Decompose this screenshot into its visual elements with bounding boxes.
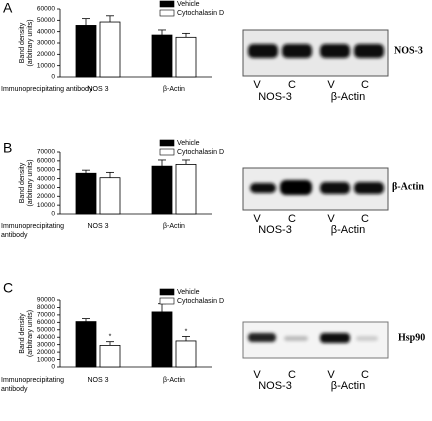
bar [75,25,97,78]
bar [99,177,121,215]
y-tick-label: 50000 [37,326,55,333]
lane-label: V [327,369,335,381]
y-tick-label: 20000 [37,349,55,356]
legend-label: Cytochalasin D [177,10,224,17]
lane-group-label: NOS-3 [258,380,292,392]
bar [99,21,121,78]
lane-label: C [361,213,369,225]
blot-protein-label: NOS-3 [394,45,423,56]
panel-label: B [3,140,12,156]
lane-group-label: NOS-3 [258,91,292,103]
y-tick-label: 40000 [37,28,55,35]
y-tick-label: 90000 [37,297,55,304]
y-tick-label: 50000 [37,166,55,173]
legend-label: Vehicle [177,289,200,296]
y-tick-label: 40000 [37,175,55,182]
y-tick-label: 0 [51,74,55,81]
bar [75,321,97,368]
bar [151,165,173,215]
y-tick-label: 70000 [37,312,55,319]
y-tick-label: 10000 [37,62,55,69]
panel-label: C [3,280,13,296]
y-tick-label: 60000 [37,6,55,13]
y-axis-label: Band density [19,313,26,354]
bar [175,36,197,78]
lane-label: C [361,79,369,91]
bar [175,163,197,215]
blot-bands [248,333,378,343]
x-tick-label: β-Actin [163,86,185,93]
x-tick-label: NOS 3 [87,377,108,384]
y-tick-label: 60000 [37,158,55,165]
lane-label: C [361,369,369,381]
y-tick-label: 0 [51,211,55,218]
x-axis-label: Immunoprecipitating antibody [1,86,93,93]
y-tick-label: 10000 [37,202,55,209]
blot-bands [248,44,384,58]
bar [75,172,97,215]
bar [151,311,173,368]
y-tick-label: 30000 [37,184,55,191]
lane-label: V [327,213,335,225]
x-axis-label: Immunoprecipitating [1,223,64,230]
y-axis-label: (arbitrary units) [27,159,34,206]
legend-label: Cytochalasin D [177,298,224,305]
y-tick-label: 30000 [37,341,55,348]
y-tick-label: 20000 [37,193,55,200]
bar [99,345,121,368]
bar [151,34,173,78]
panel-label: A [3,0,13,16]
y-tick-label: 20000 [37,51,55,58]
x-axis-label: antibody [1,232,28,239]
lane-label: V [253,213,261,225]
y-axis-label: (arbitrary units) [27,310,34,357]
lane-label: C [288,213,296,225]
blot-protein-label: β-Actin [392,181,424,192]
legend-label: Vehicle [177,1,200,8]
y-tick-label: 50000 [37,17,55,24]
x-tick-label: β-Actin [163,377,185,384]
significance-mark: * [109,334,112,341]
blot-bands [250,180,384,195]
y-tick-label: 40000 [37,334,55,341]
y-tick-label: 0 [51,364,55,371]
x-axis-label: Immunoprecipitating [1,377,64,384]
lane-group-label: β-Actin [331,380,365,392]
y-axis-label: Band density [19,22,26,63]
legend-swatch [159,148,175,156]
y-tick-label: 60000 [37,319,55,326]
x-tick-label: NOS 3 [87,86,108,93]
legend-swatch [159,297,175,305]
y-tick-label: 80000 [37,304,55,311]
significance-mark: * [185,328,188,335]
lane-group-label: β-Actin [331,224,365,236]
lane-label: V [327,79,335,91]
legend-swatch [159,288,175,296]
y-axis-label: Band density [19,162,26,203]
blot-protein-label: Hsp90 [398,332,425,343]
legend-label: Vehicle [177,140,200,147]
legend-swatch [159,0,175,8]
y-tick-label: 70000 [37,149,55,156]
lane-label: V [253,79,261,91]
lane-label: C [288,79,296,91]
legend-swatch [159,139,175,147]
bar [175,340,197,368]
y-tick-label: 10000 [37,356,55,363]
legend-label: Cytochalasin D [177,149,224,156]
y-axis-label: (arbitrary units) [27,19,34,66]
legend-swatch [159,9,175,17]
lane-label: V [253,369,261,381]
x-tick-label: β-Actin [163,223,185,230]
x-tick-label: NOS 3 [87,223,108,230]
y-tick-label: 30000 [37,40,55,47]
lane-group-label: NOS-3 [258,224,292,236]
lane-label: C [288,369,296,381]
x-axis-label: antibody [1,386,28,393]
lane-group-label: β-Actin [331,91,365,103]
